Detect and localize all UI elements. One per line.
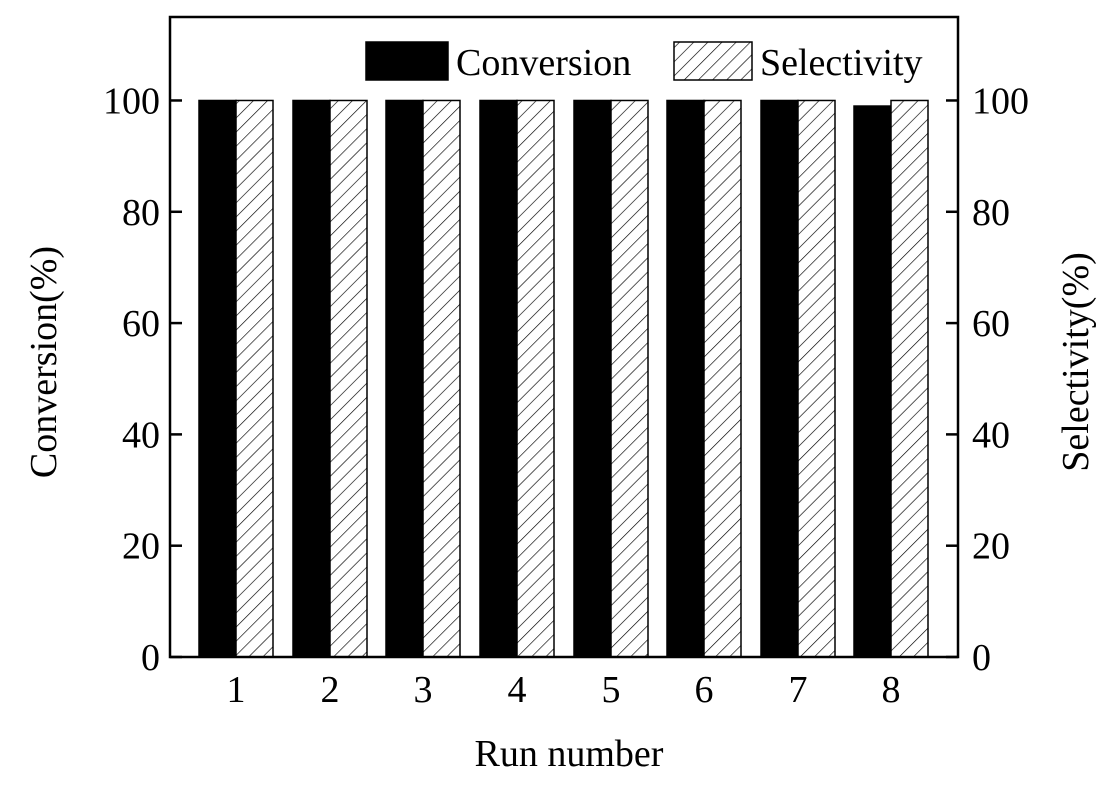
x-tick-label-8: 8 [882,669,901,711]
bar-conversion-run-6 [666,99,705,658]
bar-selectivity-run-5 [610,99,649,658]
y-tick-label-right-60: 60 [972,303,1010,345]
y-tick-label-right-40: 40 [972,414,1010,456]
x-tick-label-1: 1 [227,669,246,711]
legend-label-selectivity: Selectivity [760,42,923,84]
x-ticks-layer: 1 2 3 4 5 6 7 8 [227,669,901,711]
legend-label-conversion: Conversion [456,42,631,84]
bar-selectivity-run-3 [422,99,461,658]
y-tick-label-right-80: 80 [972,192,1010,234]
bar-selectivity-run-8 [890,99,929,658]
y-tick-label-left-40: 40 [122,414,160,456]
bar-selectivity-run-2 [329,99,368,658]
y-tick-label-left-0: 0 [141,637,160,679]
y-tick-label-left-20: 20 [122,526,160,568]
y-ticks-layer: 0 0 20 20 40 40 60 60 80 80 100 100 [103,80,1029,679]
x-tick-label-5: 5 [602,669,621,711]
x-tick-label-3: 3 [414,669,433,711]
legend: Conversion Selectivity [365,41,923,84]
bar-conversion-run-7 [760,99,799,658]
bar-selectivity-run-7 [797,99,836,658]
y-axis-title-right: Selectivity(%) [1055,252,1097,471]
x-tick-label-6: 6 [695,669,714,711]
bar-conversion-run-4 [479,99,518,658]
bar-conversion-run-2 [292,99,331,658]
bar-conversion-run-5 [573,99,612,658]
y-tick-label-left-60: 60 [122,303,160,345]
x-tick-label-2: 2 [321,669,340,711]
bar-selectivity-run-1 [235,99,274,658]
bar-conversion-run-1 [198,99,237,658]
bars-layer [198,99,929,658]
x-axis-title: Run number [475,733,664,775]
bar-selectivity-run-6 [703,99,742,658]
bar-conversion-run-3 [385,99,424,658]
x-tick-label-7: 7 [789,669,808,711]
bar-selectivity-run-4 [516,99,555,658]
legend-swatch-selectivity [673,41,753,81]
y-tick-label-right-100: 100 [972,80,1029,122]
legend-swatch-conversion [365,41,449,81]
y-tick-label-left-100: 100 [103,80,160,122]
x-tick-label-4: 4 [508,669,527,711]
y-tick-label-right-20: 20 [972,526,1010,568]
y-tick-label-left-80: 80 [122,192,160,234]
y-tick-label-right-0: 0 [972,637,991,679]
y-axis-title-left: Conversion(%) [23,246,65,478]
plot-frame [168,15,960,659]
bar-conversion-run-8 [853,105,892,658]
